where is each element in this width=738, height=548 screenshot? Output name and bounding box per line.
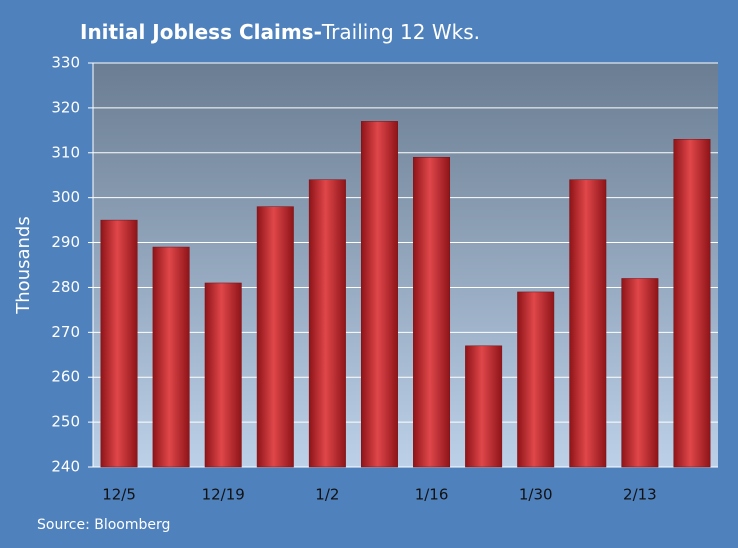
y-tick-label: 290 (51, 233, 80, 251)
y-tick-label: 240 (51, 458, 80, 476)
bar (100, 219, 138, 468)
bar (673, 139, 711, 468)
x-tick-label: 1/2 (315, 486, 339, 504)
y-tick-label: 330 (51, 54, 80, 72)
bar (465, 345, 503, 468)
bar (152, 246, 190, 468)
bar (204, 282, 242, 468)
plot-area (93, 63, 718, 467)
y-tick-label: 260 (51, 368, 80, 386)
bar (569, 179, 607, 468)
x-tick-label: 1/16 (415, 486, 449, 504)
source: Source: Bloomberg (37, 517, 170, 533)
y-tick-label: 280 (51, 278, 80, 296)
x-tick-label: 1/30 (519, 486, 553, 504)
bar (256, 206, 294, 468)
chart-title-group: Initial Jobless Claims-Trailing 12 Wks. (80, 20, 480, 44)
y-tick-label: 250 (51, 413, 80, 431)
y-tick-label: 320 (51, 98, 80, 116)
x-tick-label: 12/5 (102, 486, 136, 504)
y-axis-label: Thousands (13, 216, 34, 314)
bar (621, 278, 659, 468)
bar (517, 291, 555, 468)
y-tick-label: 300 (51, 188, 80, 206)
chart-subtitle: Trailing 12 Wks. (321, 20, 480, 44)
x-tick-label: 2/13 (623, 486, 657, 504)
x-tick-label: 12/19 (202, 486, 245, 504)
y-tick-label: 270 (51, 323, 80, 341)
bar (308, 179, 346, 468)
y-tick-label: 310 (51, 143, 80, 161)
bar (413, 157, 451, 468)
chart-title: Initial Jobless Claims- (80, 20, 322, 44)
bar (360, 121, 398, 468)
